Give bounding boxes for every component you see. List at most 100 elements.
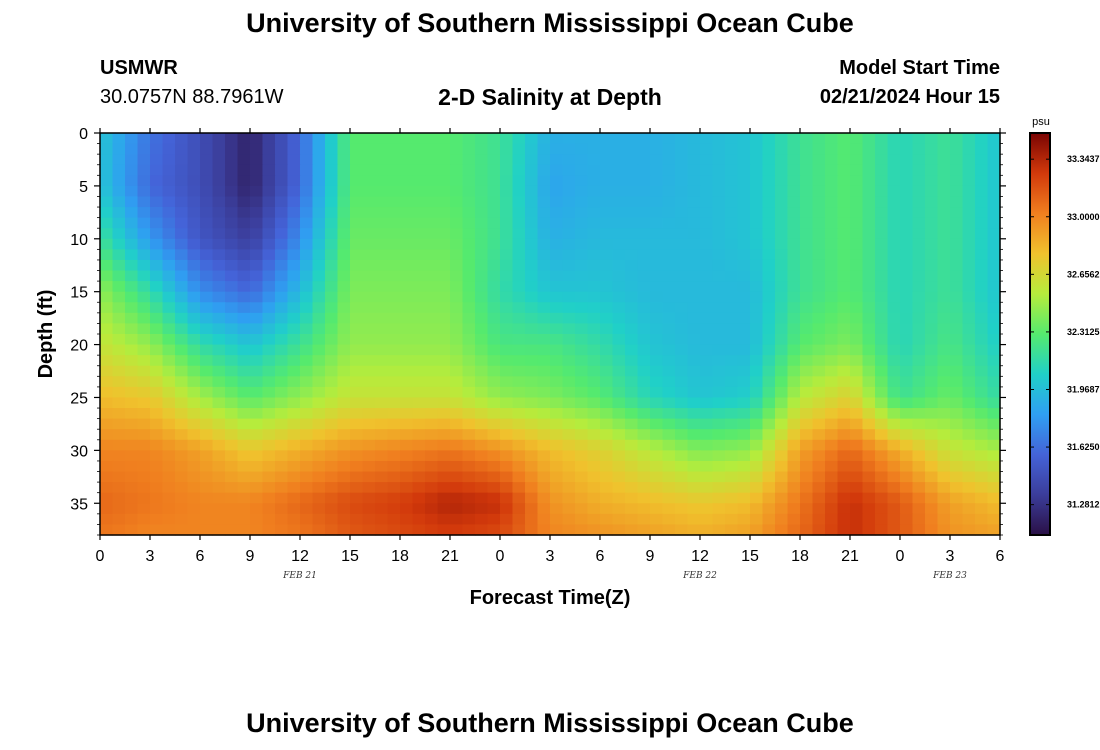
heatmap-cell bbox=[587, 228, 601, 240]
heatmap-cell bbox=[150, 249, 164, 261]
heatmap-cell bbox=[550, 503, 564, 515]
heatmap-cell bbox=[262, 418, 276, 430]
heatmap-cell bbox=[600, 471, 614, 483]
heatmap-cell bbox=[837, 365, 851, 377]
heatmap-cell bbox=[325, 355, 339, 367]
heatmap-cell bbox=[200, 249, 214, 261]
heatmap-cell bbox=[837, 482, 851, 494]
heatmap-cell bbox=[162, 207, 176, 219]
x-tick-label: 0 bbox=[96, 548, 105, 565]
heatmap-cell bbox=[612, 492, 626, 504]
heatmap-cell bbox=[550, 376, 564, 388]
heatmap-cell bbox=[412, 154, 426, 166]
heatmap-cell bbox=[350, 217, 364, 229]
heatmap-cell bbox=[325, 270, 339, 282]
heatmap-cell bbox=[187, 492, 201, 504]
heatmap-cell bbox=[900, 334, 914, 346]
heatmap-cell bbox=[400, 228, 414, 240]
heatmap-cell bbox=[712, 302, 726, 314]
heatmap-cell bbox=[350, 503, 364, 515]
heatmap-cell bbox=[562, 175, 576, 187]
heatmap-cell bbox=[900, 228, 914, 240]
heatmap-cell bbox=[525, 154, 539, 166]
heatmap-cell bbox=[250, 302, 264, 314]
heatmap-cell bbox=[162, 386, 176, 399]
heatmap-cell bbox=[700, 143, 714, 155]
heatmap-cell bbox=[950, 312, 964, 325]
heatmap-cell bbox=[975, 143, 989, 155]
heatmap-cell bbox=[350, 133, 364, 145]
heatmap-cell bbox=[662, 365, 676, 377]
heatmap-cell bbox=[112, 291, 126, 303]
heatmap-cell bbox=[787, 249, 801, 261]
heatmap-cell bbox=[525, 355, 539, 367]
heatmap-cell bbox=[125, 386, 139, 399]
heatmap-cell bbox=[887, 175, 901, 187]
heatmap-cell bbox=[287, 228, 301, 240]
heatmap-cell bbox=[925, 270, 939, 282]
heatmap-cell bbox=[862, 175, 876, 187]
heatmap-cell bbox=[612, 376, 626, 388]
heatmap-cell bbox=[125, 259, 139, 272]
heatmap-cell bbox=[900, 450, 914, 462]
heatmap-cell bbox=[450, 471, 464, 483]
heatmap-cell bbox=[187, 386, 201, 399]
heatmap-cell bbox=[225, 429, 239, 441]
heatmap-cell bbox=[925, 259, 939, 272]
heatmap-cell bbox=[312, 281, 326, 293]
heatmap-cell bbox=[587, 334, 601, 346]
heatmap-cell bbox=[725, 185, 739, 198]
heatmap-cell bbox=[200, 355, 214, 367]
heatmap-cell bbox=[237, 154, 251, 166]
heatmap-cell bbox=[312, 238, 326, 250]
heatmap-cell bbox=[662, 217, 676, 229]
heatmap-cell bbox=[350, 175, 364, 187]
heatmap-cell bbox=[200, 418, 214, 430]
heatmap-cell bbox=[987, 238, 1001, 250]
heatmap-cell bbox=[562, 133, 576, 145]
heatmap-cell bbox=[412, 376, 426, 388]
heatmap-cell bbox=[425, 460, 439, 473]
heatmap-cell bbox=[212, 323, 226, 335]
heatmap-cell bbox=[837, 397, 851, 409]
heatmap-cell bbox=[137, 482, 151, 494]
heatmap-cell bbox=[875, 154, 889, 166]
heatmap-cell bbox=[662, 291, 676, 303]
heatmap-cell bbox=[312, 312, 326, 325]
heatmap-cell bbox=[962, 408, 976, 420]
heatmap-cell bbox=[325, 450, 339, 462]
heatmap-cell bbox=[175, 238, 189, 250]
heatmap-cell bbox=[425, 217, 439, 229]
heatmap-cell bbox=[200, 471, 214, 483]
heatmap-cell bbox=[575, 386, 589, 399]
heatmap-cell bbox=[775, 365, 789, 377]
heatmap-cell bbox=[137, 302, 151, 314]
heatmap-cell bbox=[412, 429, 426, 441]
heatmap-cell bbox=[137, 281, 151, 293]
chart-title-top: University of Southern Mississippi Ocean… bbox=[246, 8, 854, 38]
heatmap-cell bbox=[150, 429, 164, 441]
heatmap-cell bbox=[775, 302, 789, 314]
heatmap-cell bbox=[937, 164, 951, 176]
heatmap-cell bbox=[975, 355, 989, 367]
heatmap-cell bbox=[237, 460, 251, 473]
heatmap-cell bbox=[550, 344, 564, 356]
heatmap-cell bbox=[875, 418, 889, 430]
heatmap-cell bbox=[500, 270, 514, 282]
heatmap-cell bbox=[950, 397, 964, 409]
heatmap-cell bbox=[687, 302, 701, 314]
heatmap-cell bbox=[237, 524, 251, 536]
heatmap-cell bbox=[300, 418, 314, 430]
heatmap-cell bbox=[225, 439, 239, 451]
heatmap-cell bbox=[487, 196, 501, 208]
heatmap-cell bbox=[975, 133, 989, 145]
heatmap-cell bbox=[987, 217, 1001, 229]
heatmap-cell bbox=[662, 175, 676, 187]
heatmap-cell bbox=[662, 281, 676, 293]
heatmap-cell bbox=[362, 418, 376, 430]
heatmap-cell bbox=[850, 217, 864, 229]
heatmap-cell bbox=[362, 302, 376, 314]
heatmap-cell bbox=[500, 439, 514, 451]
heatmap-cell bbox=[437, 291, 451, 303]
heatmap-cell bbox=[237, 323, 251, 335]
